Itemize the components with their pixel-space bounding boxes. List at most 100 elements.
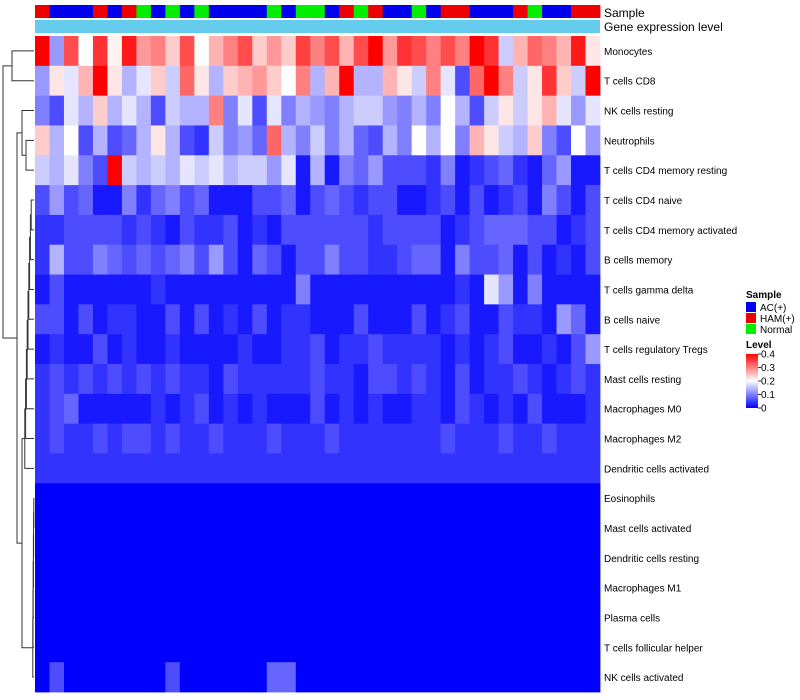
heatmap-cell bbox=[426, 95, 442, 126]
legend-level-tick-label: 0.1 bbox=[761, 390, 775, 401]
heatmap-cell bbox=[136, 423, 152, 454]
sample-cell bbox=[440, 5, 456, 18]
heatmap-cell bbox=[310, 602, 326, 633]
heatmap-cell bbox=[324, 572, 340, 603]
heatmap-cell bbox=[411, 36, 427, 67]
heatmap-cell bbox=[252, 304, 268, 335]
heatmap-cell bbox=[324, 483, 340, 514]
heatmap-cell bbox=[92, 334, 108, 365]
heatmap-cell bbox=[179, 125, 195, 156]
heatmap-cell bbox=[440, 274, 456, 305]
heatmap-cell bbox=[179, 453, 195, 484]
heatmap-cell bbox=[513, 155, 528, 186]
heatmap-cell bbox=[165, 513, 181, 544]
heatmap-cell bbox=[49, 632, 65, 663]
heatmap-cell bbox=[49, 125, 65, 156]
heatmap-cell bbox=[237, 453, 253, 484]
heatmap-cell bbox=[194, 364, 210, 395]
heatmap-cell bbox=[498, 542, 514, 574]
heatmap-cell bbox=[252, 36, 268, 67]
heatmap-cell bbox=[237, 632, 253, 663]
heatmap-cell bbox=[339, 423, 355, 454]
heatmap-cell bbox=[49, 423, 65, 454]
heatmap-cell bbox=[237, 274, 253, 305]
heatmap-cell bbox=[571, 393, 586, 425]
heatmap-cell bbox=[585, 95, 601, 126]
heatmap-cell bbox=[498, 393, 514, 425]
heatmap-cell bbox=[542, 423, 557, 454]
heatmap-cell bbox=[440, 155, 456, 186]
heatmap-cell bbox=[136, 244, 152, 275]
heatmap-cell bbox=[49, 513, 65, 544]
heatmap-cell bbox=[281, 95, 297, 126]
heatmap-cell bbox=[513, 244, 528, 275]
heatmap-cell bbox=[107, 274, 123, 305]
heatmap-cell bbox=[397, 95, 413, 126]
heatmap-cell bbox=[585, 632, 601, 663]
heatmap-cell bbox=[469, 632, 485, 663]
heatmap-cell bbox=[252, 364, 268, 395]
row-label: Neutrophils bbox=[604, 136, 655, 147]
heatmap-cell bbox=[469, 185, 485, 216]
heatmap-cell bbox=[411, 155, 427, 186]
heatmap-cell bbox=[121, 364, 137, 395]
heatmap-cell bbox=[455, 662, 471, 693]
heatmap-cell bbox=[455, 393, 471, 425]
heatmap-cell bbox=[353, 572, 369, 603]
heatmap-cell bbox=[295, 364, 311, 395]
heatmap-cell bbox=[324, 185, 340, 216]
heatmap-cell bbox=[556, 632, 572, 663]
heatmap-cell bbox=[63, 65, 79, 97]
heatmap-cell bbox=[136, 185, 152, 216]
heatmap-cell bbox=[571, 513, 586, 544]
heatmap-cell bbox=[310, 542, 326, 574]
heatmap-cell bbox=[339, 155, 355, 186]
heatmap-cell bbox=[527, 572, 543, 603]
heatmap-cell bbox=[498, 513, 514, 544]
heatmap-cell bbox=[281, 334, 297, 365]
heatmap-cell bbox=[484, 483, 499, 514]
heatmap-cell bbox=[498, 36, 514, 67]
heatmap-cell bbox=[484, 95, 499, 126]
heatmap-cell bbox=[121, 334, 137, 365]
heatmap-cell bbox=[455, 453, 471, 484]
sample-cell bbox=[556, 5, 572, 18]
heatmap-cell bbox=[484, 364, 499, 395]
heatmap-cell bbox=[92, 214, 108, 246]
heatmap-cell bbox=[527, 393, 543, 425]
heatmap-cell bbox=[49, 453, 65, 484]
heatmap-cell bbox=[281, 274, 297, 305]
heatmap-cell bbox=[440, 662, 456, 693]
heatmap-cell bbox=[179, 513, 195, 544]
heatmap-cell bbox=[237, 334, 253, 365]
heatmap-cell bbox=[397, 155, 413, 186]
heatmap-cell bbox=[324, 542, 340, 574]
heatmap-cell bbox=[208, 274, 224, 305]
heatmap-cell bbox=[556, 364, 572, 395]
heatmap-cell bbox=[556, 95, 572, 126]
heatmap-cell bbox=[411, 364, 427, 395]
sample-cell bbox=[266, 5, 282, 18]
heatmap-cell bbox=[585, 513, 601, 544]
heatmap-cell bbox=[353, 125, 369, 156]
heatmap-cell bbox=[353, 36, 369, 67]
heatmap-cell bbox=[571, 155, 586, 186]
sample-cell bbox=[353, 5, 369, 18]
heatmap-cell bbox=[310, 364, 326, 395]
heatmap-cell bbox=[556, 185, 572, 216]
heatmap-cell bbox=[252, 214, 268, 246]
heatmap-cell bbox=[237, 36, 253, 67]
heatmap-cell bbox=[223, 304, 239, 335]
heatmap-cell bbox=[165, 364, 181, 395]
heatmap-cell bbox=[324, 662, 340, 693]
heatmap-cell bbox=[165, 65, 181, 97]
heatmap-cell bbox=[469, 513, 485, 544]
heatmap-cell bbox=[179, 542, 195, 574]
heatmap-cell bbox=[121, 65, 137, 97]
heatmap-cell bbox=[571, 95, 586, 126]
heatmap-cell bbox=[368, 423, 384, 454]
heatmap-cell bbox=[35, 65, 50, 97]
heatmap-cell bbox=[397, 483, 413, 514]
heatmap-cell bbox=[150, 483, 166, 514]
row-label: NK cells resting bbox=[604, 107, 673, 118]
